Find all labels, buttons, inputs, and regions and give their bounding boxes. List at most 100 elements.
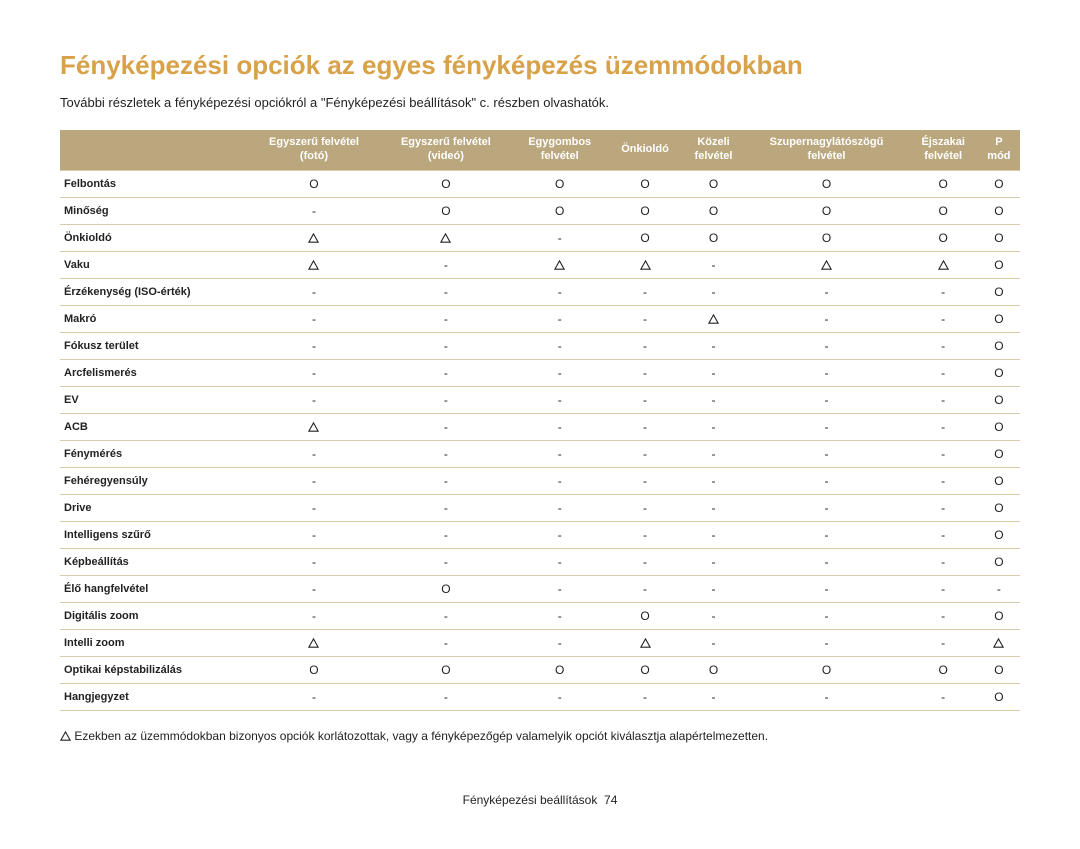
cell: - xyxy=(744,683,908,710)
cell: - xyxy=(248,440,380,467)
footer: Fényképezési beállítások 74 xyxy=(60,793,1020,807)
cell: O xyxy=(683,197,745,224)
cell: O xyxy=(608,224,683,251)
cell: - xyxy=(608,278,683,305)
cell: - xyxy=(608,305,683,332)
cell: - xyxy=(683,278,745,305)
col-header: Egyszerű felvétel(fotó) xyxy=(248,130,380,170)
cell: - xyxy=(248,332,380,359)
cell: - xyxy=(248,494,380,521)
cell: O xyxy=(978,656,1020,683)
cell: - xyxy=(683,575,745,602)
cell: O xyxy=(380,170,512,197)
page-title: Fényképezési opciók az egyes fényképezés… xyxy=(60,50,1020,81)
row-label: Önkioldó xyxy=(60,224,248,251)
cell: - xyxy=(683,251,745,278)
table-row: Élő hangfelvétel-O------ xyxy=(60,575,1020,602)
table-row: EV-------O xyxy=(60,386,1020,413)
cell: - xyxy=(248,683,380,710)
cell: - xyxy=(512,224,608,251)
cell: - xyxy=(380,629,512,656)
cell: O xyxy=(978,440,1020,467)
cell: - xyxy=(909,332,978,359)
cell xyxy=(248,224,380,251)
cell: - xyxy=(248,386,380,413)
table-row: Érzékenység (ISO-érték)-------O xyxy=(60,278,1020,305)
cell: - xyxy=(380,683,512,710)
row-label: Képbeállítás xyxy=(60,548,248,575)
cell: O xyxy=(380,656,512,683)
cell: - xyxy=(512,683,608,710)
cell: - xyxy=(248,548,380,575)
cell: - xyxy=(512,413,608,440)
cell: - xyxy=(512,305,608,332)
cell xyxy=(248,629,380,656)
cell: O xyxy=(744,170,908,197)
cell: - xyxy=(744,305,908,332)
cell: O xyxy=(978,359,1020,386)
row-label: Minőség xyxy=(60,197,248,224)
cell: - xyxy=(683,521,745,548)
options-table: Egyszerű felvétel(fotó)Egyszerű felvétel… xyxy=(60,130,1020,711)
cell: - xyxy=(744,440,908,467)
cell: - xyxy=(512,359,608,386)
cell: O xyxy=(248,170,380,197)
row-label: Intelli zoom xyxy=(60,629,248,656)
cell: O xyxy=(978,305,1020,332)
cell: - xyxy=(909,359,978,386)
table-row: Arcfelismerés-------O xyxy=(60,359,1020,386)
table-row: Drive-------O xyxy=(60,494,1020,521)
cell: - xyxy=(380,359,512,386)
cell: O xyxy=(978,251,1020,278)
cell: - xyxy=(683,467,745,494)
cell: - xyxy=(744,548,908,575)
cell xyxy=(683,305,745,332)
cell: - xyxy=(380,278,512,305)
cell: - xyxy=(380,602,512,629)
row-label: Arcfelismerés xyxy=(60,359,248,386)
cell: O xyxy=(512,656,608,683)
cell: - xyxy=(909,521,978,548)
footer-page: 74 xyxy=(604,793,617,807)
row-label: Hangjegyzet xyxy=(60,683,248,710)
cell: - xyxy=(248,575,380,602)
cell xyxy=(744,251,908,278)
cell: - xyxy=(683,386,745,413)
cell: O xyxy=(683,170,745,197)
cell: - xyxy=(683,602,745,629)
col-header: Önkioldó xyxy=(608,130,683,170)
cell: - xyxy=(380,413,512,440)
cell: - xyxy=(380,305,512,332)
table-row: Hangjegyzet-------O xyxy=(60,683,1020,710)
table-row: FelbontásOOOOOOOO xyxy=(60,170,1020,197)
cell: - xyxy=(512,278,608,305)
cell: - xyxy=(608,467,683,494)
cell: - xyxy=(909,413,978,440)
col-header: Pmód xyxy=(978,130,1020,170)
cell: - xyxy=(909,494,978,521)
cell: - xyxy=(512,521,608,548)
row-label: Érzékenység (ISO-érték) xyxy=(60,278,248,305)
cell: - xyxy=(608,386,683,413)
cell: - xyxy=(608,683,683,710)
cell: - xyxy=(512,629,608,656)
cell xyxy=(978,629,1020,656)
cell: O xyxy=(512,170,608,197)
cell: - xyxy=(909,386,978,413)
cell xyxy=(512,251,608,278)
row-label: EV xyxy=(60,386,248,413)
cell: - xyxy=(744,467,908,494)
table-row: Intelligens szűrő-------O xyxy=(60,521,1020,548)
cell: - xyxy=(248,521,380,548)
cell: - xyxy=(248,197,380,224)
cell: - xyxy=(608,521,683,548)
cell xyxy=(909,251,978,278)
cell: - xyxy=(608,494,683,521)
cell: - xyxy=(744,602,908,629)
table-row: Minőség-OOOOOOO xyxy=(60,197,1020,224)
cell: - xyxy=(248,305,380,332)
cell: - xyxy=(512,548,608,575)
table-row: ACB------O xyxy=(60,413,1020,440)
table-row: Digitális zoom---O---O xyxy=(60,602,1020,629)
cell: O xyxy=(909,656,978,683)
